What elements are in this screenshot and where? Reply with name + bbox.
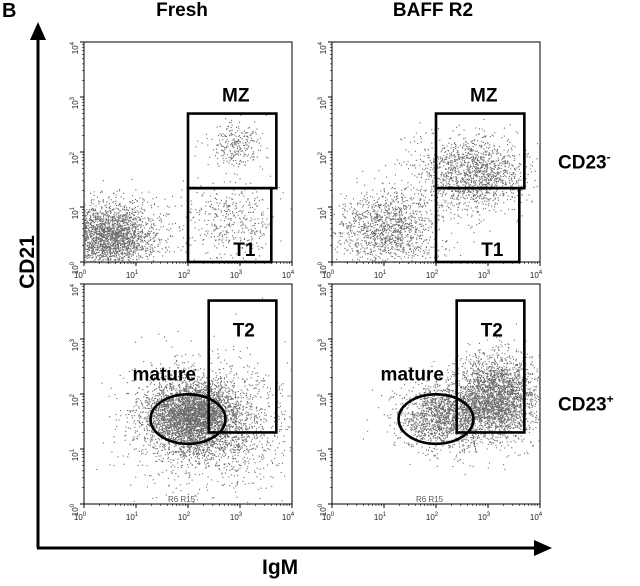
row-label-text: CD23 [558, 152, 607, 174]
scatter-points [84, 297, 293, 506]
row-label-cd23-pos: CD23+ [558, 392, 614, 416]
x-tick-label: 102 [178, 270, 191, 280]
y-tick-label: 104 [318, 283, 328, 296]
y-tick-label: 102 [318, 393, 328, 406]
x-tick-label: 104 [530, 512, 543, 522]
y-tick-label: 103 [70, 338, 80, 351]
region-stamp: R6 R15 [168, 495, 196, 504]
column-title-baff-r2: BAFF R2 [392, 0, 474, 21]
gate-mature [149, 393, 227, 446]
x-tick-label: 103 [230, 270, 243, 280]
region-stamp: R6 R15 [416, 495, 444, 504]
y-tick-label: 100 [70, 261, 80, 274]
gate-label-t1: T1 [233, 240, 256, 261]
row-label-text: CD23 [558, 394, 607, 416]
x-tick-label: 100 [322, 512, 335, 522]
y-tick-label: 104 [70, 41, 80, 54]
gate-label-t2: T2 [481, 321, 503, 342]
y-tick-label: 104 [318, 41, 328, 54]
row-label-superscript: + [606, 392, 614, 406]
gate-t2 [207, 299, 278, 434]
x-tick-label: 104 [282, 270, 295, 280]
gate-mature [397, 393, 475, 446]
x-tick-label: 100 [322, 270, 335, 280]
gate-t2 [455, 299, 526, 434]
row-label-superscript: - [606, 150, 611, 164]
y-tick-label: 101 [70, 448, 80, 461]
y-tick-label: 103 [318, 338, 328, 351]
x-tick-label: 101 [126, 270, 139, 280]
panel-label: B [2, 0, 17, 22]
gate-label-mature: mature [133, 364, 196, 385]
y-tick-label: 102 [70, 393, 80, 406]
y-tick-label: 101 [70, 206, 80, 219]
x-tick-label: 100 [74, 270, 87, 280]
y-tick-label: 102 [318, 151, 328, 164]
x-tick-label: 102 [178, 512, 191, 522]
y-tick-label: 100 [318, 503, 328, 516]
x-axis-arrowhead [534, 540, 552, 556]
y-tick-label: 100 [318, 261, 328, 274]
x-tick-label: 102 [426, 270, 439, 280]
column-title-fresh: Fresh [156, 0, 208, 21]
gate-label-t2: T2 [233, 321, 255, 342]
scatter-points [84, 114, 293, 264]
y-tick-label: 102 [70, 151, 80, 164]
x-tick-label: 101 [126, 512, 139, 522]
y-tick-label: 101 [318, 448, 328, 461]
y-axis-arrowhead [30, 22, 46, 40]
x-tick-label: 102 [426, 512, 439, 522]
x-axis-title: IgM [262, 556, 299, 579]
y-tick-label: 101 [318, 206, 328, 219]
gate-label-mature: mature [381, 364, 444, 385]
gate-label-t1: T1 [481, 240, 504, 261]
y-tick-label: 103 [318, 96, 328, 109]
gate-label-mz: MZ [470, 86, 498, 107]
gate-t1 [434, 186, 521, 264]
x-tick-label: 101 [374, 512, 387, 522]
x-tick-label: 103 [230, 512, 243, 522]
row-label-cd23-neg: CD23- [558, 150, 611, 174]
x-tick-label: 101 [374, 270, 387, 280]
y-tick-label: 103 [70, 96, 80, 109]
x-tick-label: 104 [282, 512, 295, 522]
x-tick-label: 104 [530, 270, 543, 280]
x-tick-label: 103 [478, 270, 491, 280]
gate-t1 [186, 186, 273, 264]
gate-label-mz: MZ [222, 86, 250, 107]
scatter-points [362, 323, 541, 476]
y-tick-label: 100 [70, 503, 80, 516]
x-tick-label: 100 [74, 512, 87, 522]
y-tick-label: 104 [70, 283, 80, 296]
x-tick-label: 103 [478, 512, 491, 522]
